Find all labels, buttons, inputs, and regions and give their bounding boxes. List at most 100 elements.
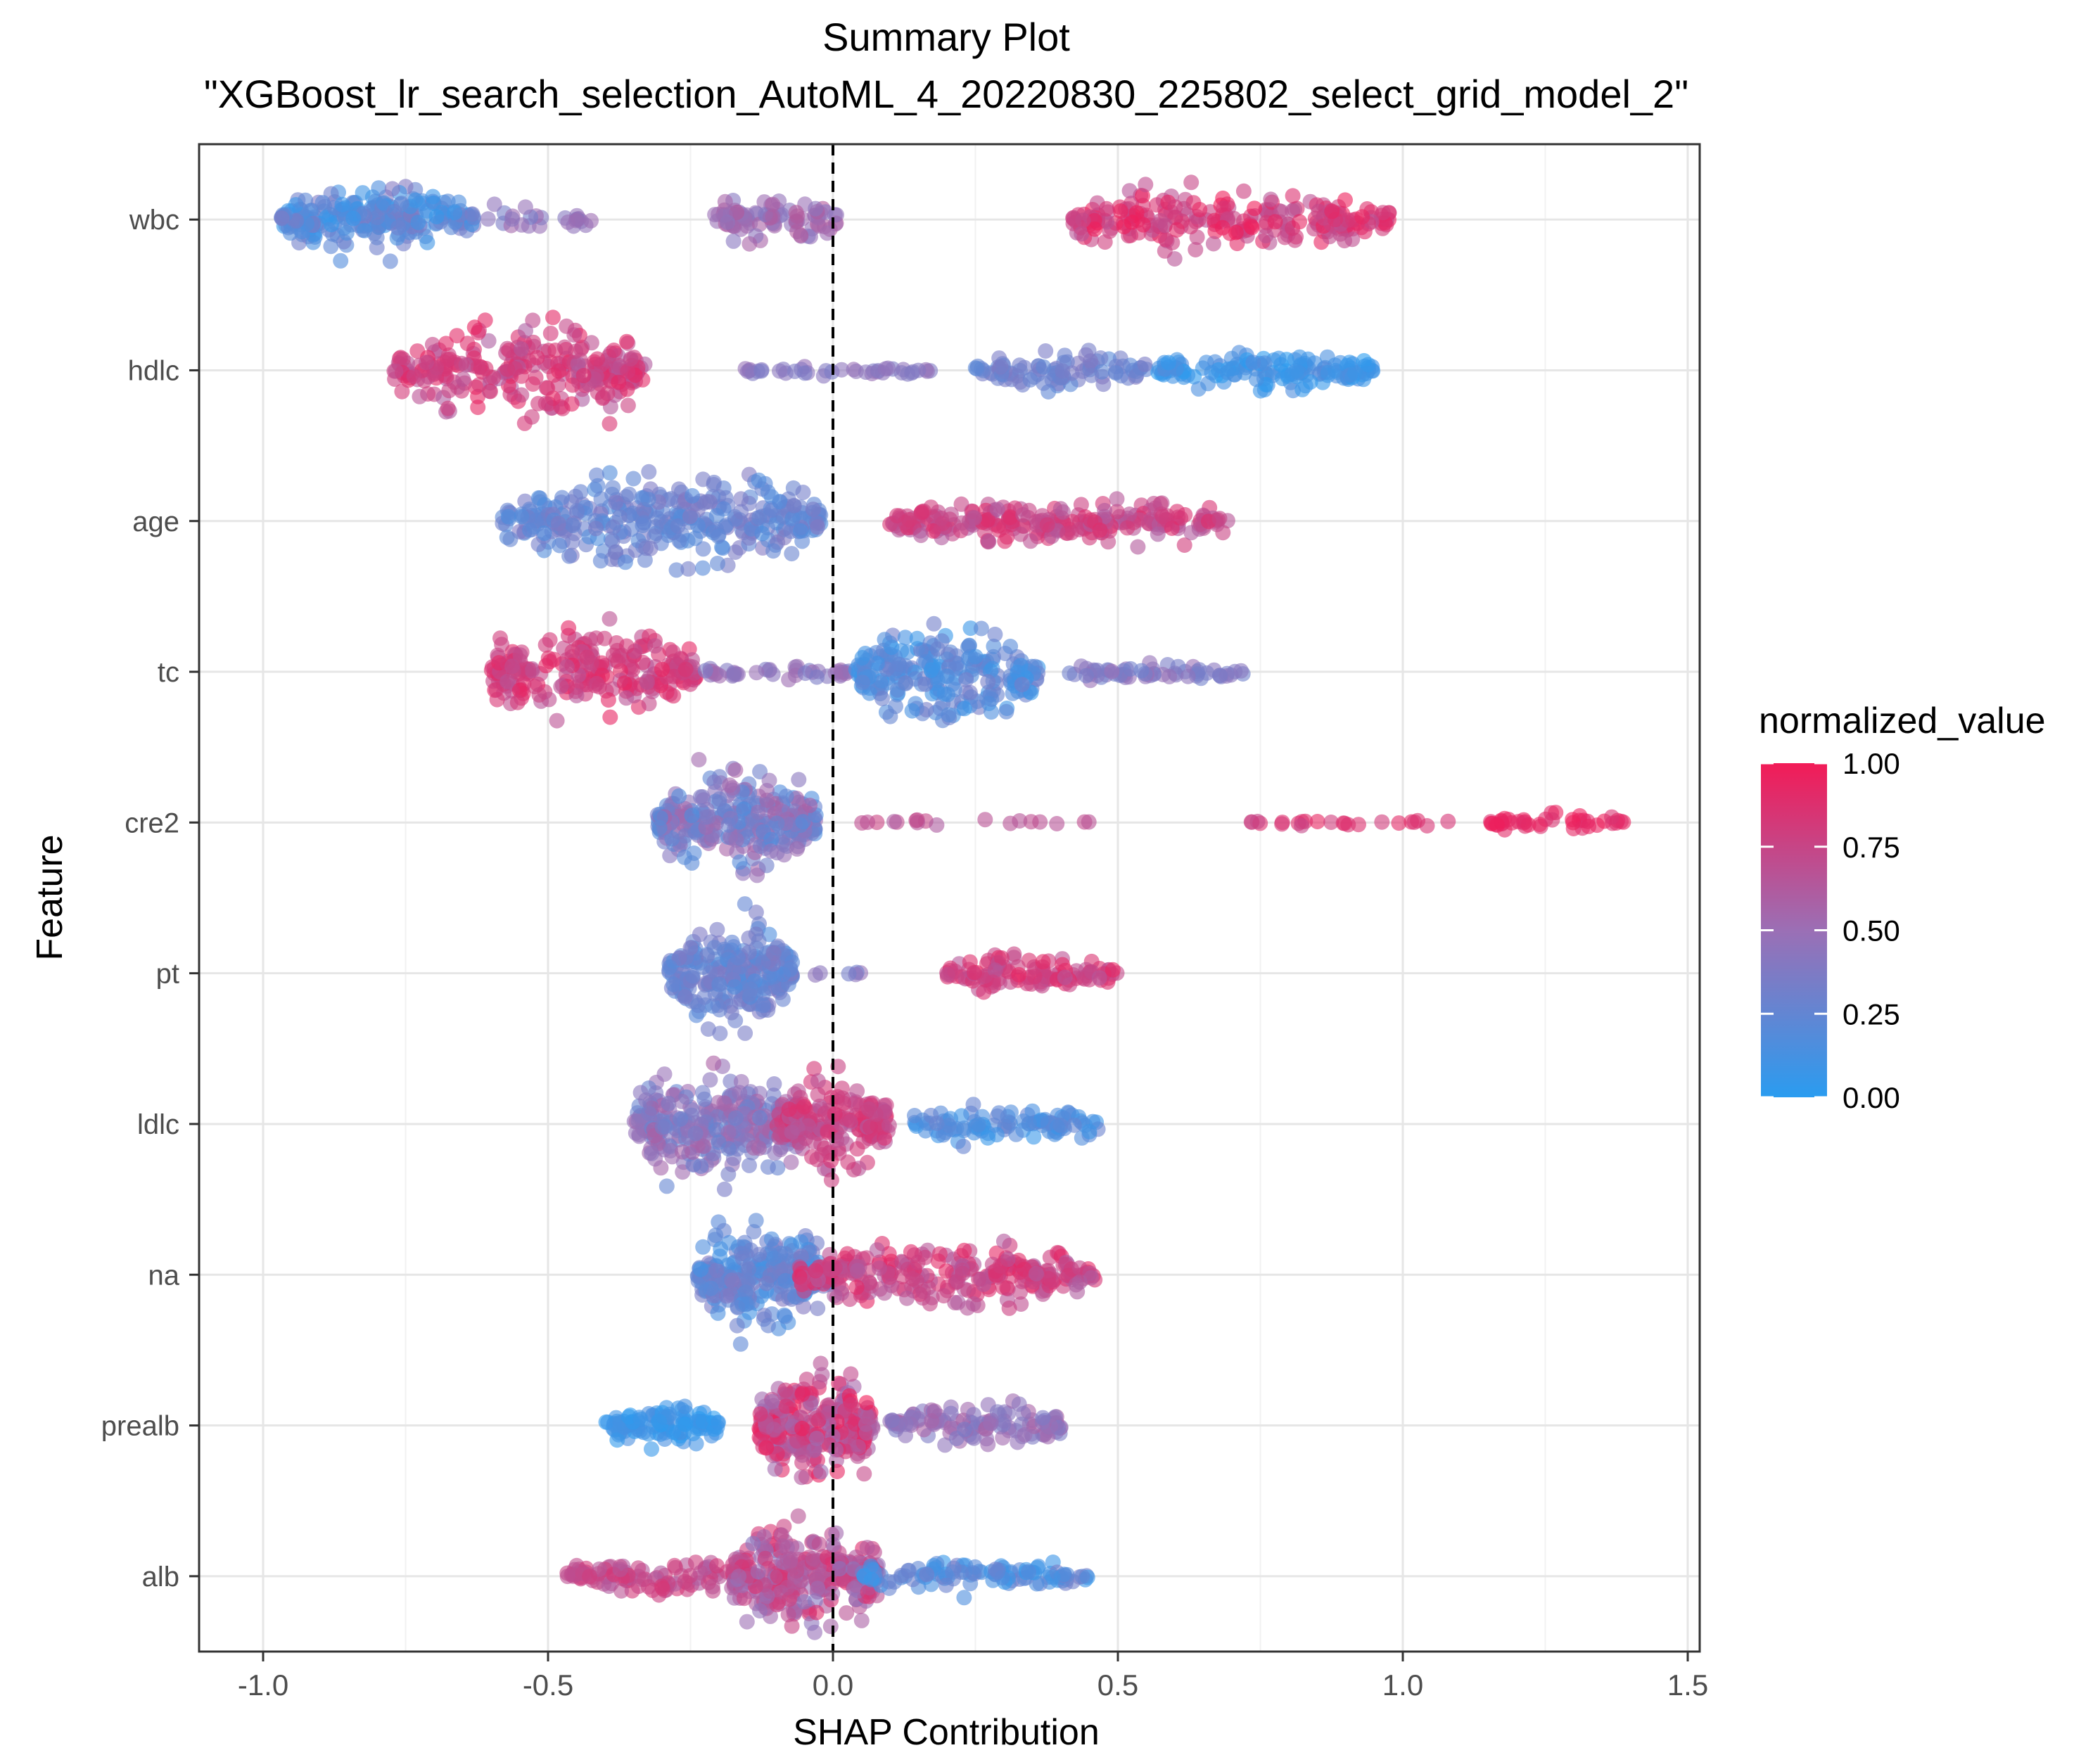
shap-point-hdlc bbox=[406, 369, 422, 385]
shap-point-tc bbox=[611, 648, 628, 664]
shap-point-wbc bbox=[386, 203, 402, 219]
shap-point-tc bbox=[618, 690, 635, 706]
shap-point-cre2 bbox=[1274, 816, 1290, 832]
shap-point-age bbox=[670, 518, 686, 534]
shap-point-wbc bbox=[729, 204, 745, 220]
shap-point-hdlc bbox=[1271, 350, 1287, 366]
shap-point-hdlc bbox=[564, 377, 580, 393]
shap-point-age bbox=[967, 510, 983, 526]
shap-point-cre2 bbox=[1351, 817, 1366, 833]
shap-point-wbc bbox=[1097, 234, 1113, 250]
shap-point-age bbox=[605, 519, 621, 535]
shap-point-ldlc bbox=[727, 1110, 744, 1126]
shap-point-wbc bbox=[517, 199, 533, 215]
shap-point-hdlc bbox=[1038, 343, 1054, 359]
shap-point-cre2 bbox=[736, 801, 752, 817]
shap-point-ldlc bbox=[696, 1109, 713, 1125]
shap-point-na bbox=[808, 1263, 824, 1279]
shap-point-na bbox=[751, 1246, 767, 1263]
shap-point-tc bbox=[597, 630, 613, 646]
shap-point-tc bbox=[531, 687, 547, 703]
shap-point-hdlc bbox=[1224, 361, 1240, 377]
shap-point-tc bbox=[666, 688, 682, 704]
shap-point-na bbox=[931, 1246, 948, 1262]
shap-point-wbc bbox=[811, 218, 827, 234]
shap-point-age bbox=[668, 562, 685, 578]
shap-point-age bbox=[1176, 537, 1192, 553]
chart-subtitle: "XGBoost_lr_search_selection_AutoML_4_20… bbox=[204, 72, 1688, 116]
shap-point-tc bbox=[897, 630, 913, 646]
shap-point-tc bbox=[873, 675, 889, 691]
shap-point-age bbox=[695, 541, 711, 557]
shap-point-ldlc bbox=[781, 1102, 797, 1117]
shap-point-ldlc bbox=[810, 1087, 826, 1103]
shap-point-hdlc bbox=[1190, 381, 1207, 397]
shap-point-tc bbox=[1014, 677, 1030, 693]
shap-point-hdlc bbox=[540, 380, 556, 396]
shap-point-hdlc bbox=[1057, 347, 1073, 364]
shap-point-age bbox=[561, 548, 578, 564]
shap-point-hdlc bbox=[514, 341, 529, 357]
shap-point-hdlc bbox=[388, 363, 404, 379]
shap-point-hdlc bbox=[394, 383, 410, 400]
shap-point-age bbox=[1012, 526, 1029, 542]
shap-point-age bbox=[552, 537, 568, 554]
shap-point-age bbox=[640, 492, 656, 508]
shap-point-ldlc bbox=[1066, 1117, 1082, 1133]
shap-point-wbc bbox=[504, 211, 520, 227]
shap-point-age bbox=[1121, 506, 1138, 522]
shap-point-na bbox=[936, 1288, 952, 1304]
shap-point-age bbox=[810, 519, 825, 535]
shap-point-prealb bbox=[813, 1464, 829, 1480]
shap-point-age bbox=[1073, 497, 1089, 513]
shap-point-hdlc bbox=[606, 343, 622, 358]
shap-point-wbc bbox=[1135, 217, 1151, 233]
shap-point-tc bbox=[559, 659, 575, 675]
shap-point-age bbox=[793, 523, 808, 539]
shap-point-prealb bbox=[927, 1403, 943, 1419]
shap-point-tc bbox=[1212, 668, 1228, 684]
shap-point-ldlc bbox=[798, 1130, 814, 1147]
shap-point-wbc bbox=[720, 215, 735, 230]
shap-point-tc bbox=[512, 647, 528, 663]
shap-point-ldlc bbox=[941, 1118, 957, 1133]
shap-point-ldlc bbox=[970, 1116, 986, 1132]
shap-point-wbc bbox=[480, 211, 496, 227]
shap-point-prealb bbox=[794, 1469, 810, 1486]
shap-point-alb bbox=[704, 1578, 720, 1595]
shap-point-age bbox=[980, 512, 996, 528]
shap-point-tc bbox=[904, 703, 920, 719]
shap-point-wbc bbox=[1324, 203, 1340, 219]
shap-point-age bbox=[636, 515, 652, 531]
shap-point-wbc bbox=[323, 238, 339, 255]
shap-point-age bbox=[1002, 510, 1018, 526]
shap-point-ldlc bbox=[1040, 1116, 1056, 1131]
shap-point-tc bbox=[973, 620, 989, 637]
shap-point-pt bbox=[1105, 962, 1121, 978]
shap-point-na bbox=[960, 1282, 976, 1298]
shap-point-wbc bbox=[742, 236, 758, 252]
shap-point-ldlc bbox=[658, 1178, 675, 1194]
shap-point-prealb bbox=[851, 1439, 866, 1455]
shap-point-ldlc bbox=[644, 1145, 660, 1161]
shap-point-na bbox=[1068, 1277, 1084, 1293]
shap-point-age bbox=[647, 528, 663, 544]
shap-point-age bbox=[981, 533, 997, 549]
shap-point-age bbox=[608, 494, 624, 511]
shap-point-ldlc bbox=[674, 1093, 690, 1109]
shap-point-cre2 bbox=[1489, 817, 1506, 833]
shap-point-age bbox=[715, 540, 731, 556]
shap-point-prealb bbox=[644, 1441, 659, 1457]
shap-point-pt bbox=[841, 966, 857, 982]
shap-point-na bbox=[748, 1213, 764, 1229]
shap-point-age bbox=[901, 511, 917, 528]
shap-point-wbc bbox=[1205, 236, 1221, 252]
shap-point-wbc bbox=[345, 210, 362, 226]
shap-point-tc bbox=[1104, 663, 1120, 679]
shap-point-wbc bbox=[355, 185, 371, 201]
data-points bbox=[274, 174, 1631, 1640]
shap-point-hdlc bbox=[1302, 374, 1318, 390]
shap-point-hdlc bbox=[834, 362, 850, 378]
shap-point-cre2 bbox=[795, 814, 811, 830]
